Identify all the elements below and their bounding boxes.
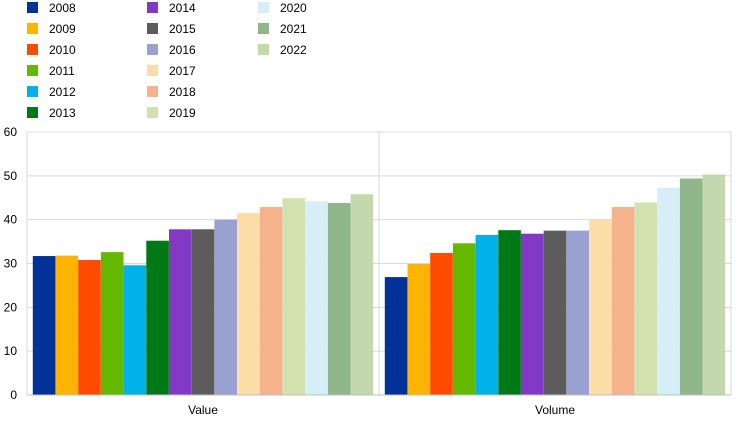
legend-swatch-2008 bbox=[27, 2, 38, 13]
bar-volume-2022 bbox=[702, 174, 726, 395]
y-tick-label: 10 bbox=[4, 344, 18, 358]
legend-label-2009: 2009 bbox=[49, 22, 76, 36]
bar-value-2011 bbox=[100, 252, 124, 395]
legend-swatch-2015 bbox=[147, 23, 158, 34]
legend: 2008 2009 2010 2011 2012 2013 2014 2015 2016 2017… bbox=[27, 1, 307, 120]
legend-swatch-2021 bbox=[258, 23, 269, 34]
y-tick-label: 60 bbox=[4, 125, 18, 139]
bar-value-2017 bbox=[237, 213, 260, 395]
bar-volume-2019 bbox=[634, 202, 658, 395]
legend-label-2015: 2015 bbox=[169, 22, 196, 36]
bar-volume-2009 bbox=[407, 263, 431, 395]
bar-value-2021 bbox=[327, 203, 351, 395]
bar-value-2018 bbox=[259, 206, 283, 395]
legend-swatch-2013 bbox=[27, 107, 38, 118]
legend-label-2019: 2019 bbox=[169, 106, 196, 120]
bar-volume-2010 bbox=[430, 252, 453, 395]
legend-swatch-2011 bbox=[27, 65, 38, 76]
bar-value-2013 bbox=[146, 240, 169, 395]
bar-value-2008 bbox=[32, 256, 56, 395]
legend-label-2022: 2022 bbox=[280, 43, 307, 57]
legend-swatch-2017 bbox=[147, 65, 158, 76]
bar-volume-2016 bbox=[566, 230, 589, 395]
y-tick-label: 0 bbox=[10, 388, 17, 402]
bar-value-2014 bbox=[169, 229, 192, 395]
bar-value-2012 bbox=[123, 265, 147, 395]
legend-label-2017: 2017 bbox=[169, 64, 196, 78]
plot-area: 0 10 20 30 40 50 60 Value Volume bbox=[4, 125, 732, 417]
bar-volume-2011 bbox=[452, 243, 476, 395]
y-tick-label: 40 bbox=[4, 213, 18, 227]
legend-swatch-2012 bbox=[27, 86, 38, 97]
legend-swatch-2016 bbox=[147, 44, 158, 55]
bar-volume-2008 bbox=[384, 277, 408, 395]
legend-label-2018: 2018 bbox=[169, 85, 196, 99]
bar-value-2020 bbox=[305, 201, 328, 395]
legend-label-2013: 2013 bbox=[49, 106, 76, 120]
bar-volume-2021 bbox=[679, 178, 703, 395]
x-category-label: Volume bbox=[535, 403, 575, 417]
bar-volume-2017 bbox=[589, 219, 612, 395]
bar-volume-2018 bbox=[611, 206, 635, 395]
legend-label-2010: 2010 bbox=[49, 43, 76, 57]
legend-label-2021: 2021 bbox=[280, 22, 307, 36]
legend-label-2014: 2014 bbox=[169, 1, 196, 15]
bar-volume-2012 bbox=[475, 235, 499, 395]
legend-swatch-2020 bbox=[258, 2, 269, 13]
bar-value-2022 bbox=[350, 194, 374, 395]
legend-swatch-2009 bbox=[27, 23, 38, 34]
legend-swatch-2010 bbox=[27, 44, 38, 55]
y-tick-label: 30 bbox=[4, 257, 18, 271]
legend-label-2011: 2011 bbox=[49, 64, 75, 78]
bar-value-2010 bbox=[78, 259, 101, 395]
legend-swatch-2022 bbox=[258, 44, 269, 55]
bar-volume-2013 bbox=[498, 230, 521, 395]
bar-volume-2014 bbox=[521, 233, 544, 395]
bar-volume-2020 bbox=[657, 187, 680, 395]
bar-value-2015 bbox=[191, 229, 215, 395]
legend-label-2012: 2012 bbox=[49, 85, 76, 99]
y-tick-label: 50 bbox=[4, 169, 18, 183]
y-tick-label: 20 bbox=[4, 300, 18, 314]
legend-label-2016: 2016 bbox=[169, 43, 196, 57]
bar-volume-2015 bbox=[543, 230, 567, 395]
legend-swatch-2019 bbox=[147, 107, 158, 118]
legend-label-2020: 2020 bbox=[280, 1, 307, 15]
legend-swatch-2018 bbox=[147, 86, 158, 97]
bar-value-2019 bbox=[282, 198, 306, 395]
bar-value-2016 bbox=[214, 219, 237, 395]
x-category-label: Value bbox=[188, 403, 218, 417]
bar-value-2009 bbox=[55, 255, 79, 395]
legend-swatch-2014 bbox=[147, 2, 158, 13]
legend-label-2008: 2008 bbox=[49, 1, 76, 15]
